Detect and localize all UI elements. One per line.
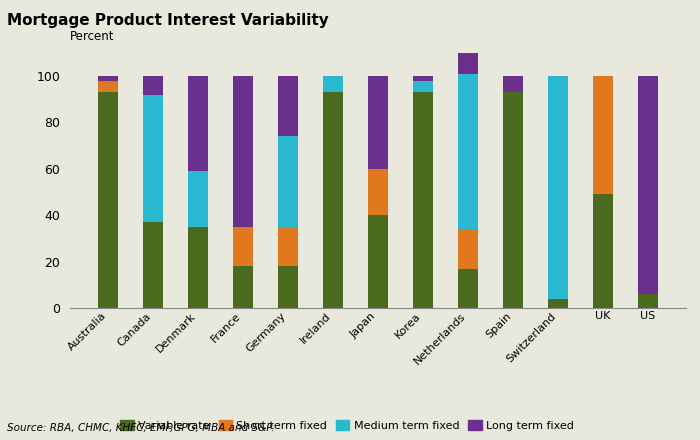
Bar — [638, 76, 658, 294]
Bar — [323, 76, 343, 92]
Bar — [233, 76, 253, 227]
Bar — [188, 227, 208, 308]
Bar — [413, 81, 433, 92]
Text: Percent: Percent — [70, 29, 115, 43]
Bar — [548, 76, 568, 299]
Bar — [323, 92, 343, 308]
Bar — [143, 76, 163, 95]
Bar — [278, 266, 298, 308]
Bar — [368, 169, 388, 215]
Bar — [278, 136, 298, 227]
Bar — [458, 73, 478, 229]
Bar — [458, 268, 478, 308]
Bar — [98, 92, 118, 308]
Bar — [503, 76, 523, 92]
Text: Mortgage Product Interest Variability: Mortgage Product Interest Variability — [7, 13, 329, 28]
Bar — [188, 171, 208, 227]
Bar — [98, 76, 118, 81]
Bar — [593, 194, 613, 308]
Legend: Variable rate, Short term fixed, Medium term fixed, Long term fixed: Variable rate, Short term fixed, Medium … — [116, 415, 578, 435]
Bar — [503, 92, 523, 308]
Bar — [188, 76, 208, 171]
Bar — [413, 76, 433, 81]
Bar — [548, 299, 568, 308]
Bar — [278, 76, 298, 136]
Text: Source: RBA, CHMC, KHFC, EMF,GPG, MBA and S&P.: Source: RBA, CHMC, KHFC, EMF,GPG, MBA an… — [7, 423, 274, 433]
Bar — [278, 227, 298, 266]
Bar — [233, 266, 253, 308]
Bar — [458, 229, 478, 268]
Bar — [368, 215, 388, 308]
Bar — [98, 81, 118, 92]
Bar — [458, 37, 478, 73]
Bar — [638, 294, 658, 308]
Bar — [143, 222, 163, 308]
Bar — [413, 92, 433, 308]
Bar — [368, 76, 388, 169]
Bar — [143, 95, 163, 222]
Bar — [593, 76, 613, 194]
Bar — [233, 227, 253, 266]
